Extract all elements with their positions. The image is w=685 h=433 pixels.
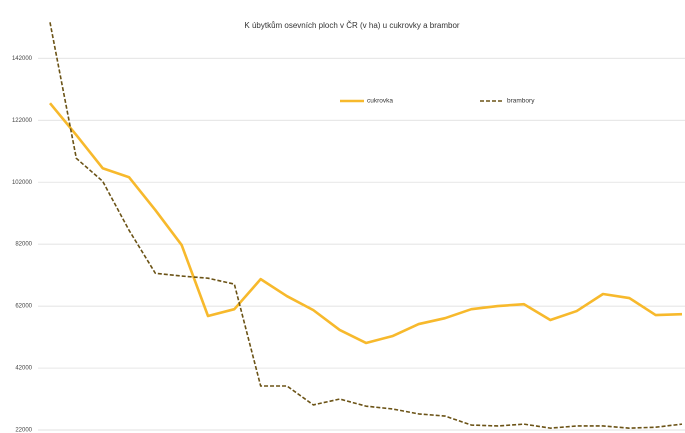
legend-label: brambory — [507, 98, 535, 105]
legend-label: cukrovka — [367, 98, 393, 105]
y-tick-label: 102000 — [12, 180, 33, 186]
y-tick-label: 62000 — [15, 304, 32, 310]
y-tick-label: 42000 — [15, 366, 32, 372]
y-tick-label: 82000 — [15, 242, 32, 248]
chart-title: K úbytkům osevních ploch v ČR (v ha) u c… — [244, 21, 460, 30]
data-line — [48, 102, 683, 345]
y-tick-label: 122000 — [12, 118, 33, 124]
y-tick-label: 142000 — [12, 56, 33, 62]
data-line — [49, 22, 683, 429]
y-tick-label: 22000 — [15, 428, 32, 433]
